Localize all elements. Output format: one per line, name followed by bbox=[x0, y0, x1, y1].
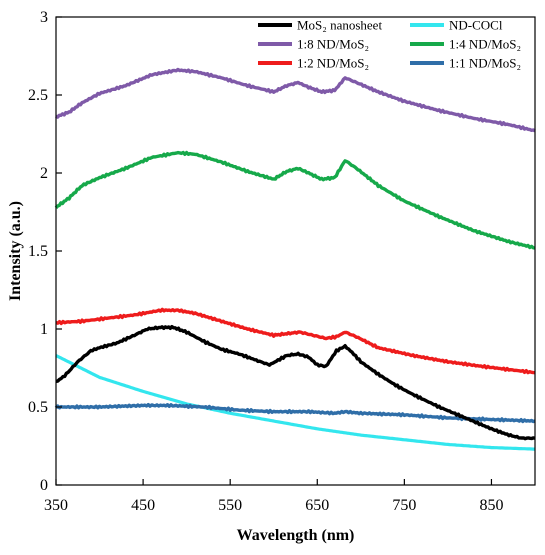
x-tick-label: 650 bbox=[305, 497, 329, 514]
y-tick-label: 1.5 bbox=[28, 243, 48, 260]
y-tick-label: 2 bbox=[40, 165, 48, 182]
x-tick-label: 850 bbox=[479, 497, 503, 514]
series-layer bbox=[54, 67, 536, 451]
series-line-4 bbox=[55, 307, 536, 375]
legend-label: 1:1 ND/MoS₂ bbox=[449, 56, 521, 71]
ticks-layer: 350 450 550 650 750 850 0 0.5 1 1.5 2 2.5 3 bbox=[28, 9, 503, 514]
legend-label: 1:2 ND/MoS₂ bbox=[297, 56, 369, 71]
legend: MoS₂ nanosheet ND-COCl 1:8 ND/MoS₂ 1:4 ND/M… bbox=[258, 18, 521, 71]
x-axis-title: Wavelength (nm) bbox=[237, 527, 355, 544]
legend-label: 1:8 ND/MoS₂ bbox=[297, 37, 369, 52]
y-tick-label: 0 bbox=[40, 477, 48, 494]
legend-label: 1:4 ND/MoS₂ bbox=[449, 37, 521, 52]
y-axis-title: Intensity (a.u.) bbox=[7, 201, 24, 301]
series-line-1 bbox=[55, 354, 535, 451]
x-tick-label: 350 bbox=[44, 497, 68, 514]
legend-label: ND-COCl bbox=[449, 18, 503, 33]
y-tick-label: 0.5 bbox=[28, 399, 48, 416]
y-tick-label: 1 bbox=[40, 321, 48, 338]
series-line-3 bbox=[54, 150, 536, 250]
y-tick-label: 2.5 bbox=[28, 87, 48, 104]
series-line-2 bbox=[55, 67, 536, 133]
legend-label: MoS₂ nanosheet bbox=[297, 18, 382, 33]
x-tick-label: 750 bbox=[392, 497, 416, 514]
series-line-0 bbox=[55, 324, 536, 441]
series-line-5 bbox=[54, 402, 536, 424]
x-tick-label: 550 bbox=[218, 497, 242, 514]
x-tick-label: 450 bbox=[131, 497, 155, 514]
y-tick-label: 3 bbox=[40, 9, 48, 26]
